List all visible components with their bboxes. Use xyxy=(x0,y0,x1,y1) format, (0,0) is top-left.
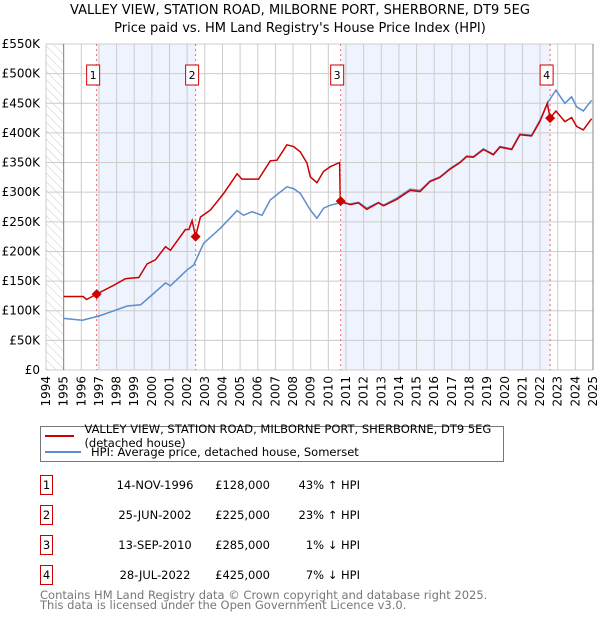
transaction-hpi-diff: 7% ↓ HPI xyxy=(305,568,360,582)
y-tick-label: £500K xyxy=(2,67,42,81)
ownership-shade-1 xyxy=(97,44,196,370)
transaction-price: £425,000 xyxy=(215,568,270,582)
legend: VALLEY VIEW, STATION ROAD, MILBORNE PORT… xyxy=(40,422,504,462)
x-tick-label: 2023 xyxy=(551,376,565,407)
transaction-row: 4 28-JUL-2022 £425,000 7% ↓ HPI xyxy=(40,565,440,585)
x-tick-label: 1998 xyxy=(110,376,124,407)
x-tick-label: 2011 xyxy=(339,376,353,407)
x-tick-label: 2020 xyxy=(498,376,512,407)
legend-label-property: VALLEY VIEW, STATION ROAD, MILBORNE PORT… xyxy=(84,422,492,450)
transaction-date: 25-JUN-2002 xyxy=(118,508,192,522)
transaction-date: 28-JUL-2022 xyxy=(119,568,191,582)
transaction-number: 1 xyxy=(40,475,53,495)
sale-label: 3 xyxy=(334,69,341,82)
transaction-row: 3 13-SEP-2010 £285,000 1% ↓ HPI xyxy=(40,535,440,555)
footer: Contains HM Land Registry data © Crown c… xyxy=(40,588,488,612)
transaction-row: 1 14-NOV-1996 £128,000 43% ↑ HPI xyxy=(40,475,440,495)
x-tick-label: 2000 xyxy=(145,376,159,407)
sale-label-box xyxy=(539,64,554,86)
y-tick-label: £100K xyxy=(2,304,42,318)
x-tick-label: 2004 xyxy=(215,376,229,407)
sale-label-box xyxy=(330,64,345,86)
footer-licence: This data is licensed under the Open Gov… xyxy=(40,598,407,612)
x-tick-label: 1997 xyxy=(92,376,106,407)
y-tick-label: £50K xyxy=(9,333,41,347)
x-tick-label: 2007 xyxy=(268,376,282,407)
y-tick-label: £250K xyxy=(2,215,42,229)
series-line-property xyxy=(63,100,593,301)
transaction-number: 4 xyxy=(40,565,53,585)
transaction-hpi-diff: 1% ↓ HPI xyxy=(305,538,360,552)
legend-swatch-hpi xyxy=(45,451,81,453)
sale-point xyxy=(91,289,102,300)
sale-label: 1 xyxy=(90,69,97,82)
x-tick-label: 2009 xyxy=(304,376,318,407)
x-tick-label: 2017 xyxy=(445,376,459,407)
legend-swatch-property xyxy=(45,435,75,437)
x-tick-label: 2005 xyxy=(233,376,247,407)
legend-label-hpi: HPI: Average price, detached house, Some… xyxy=(91,445,359,459)
transaction-row: 2 25-JUN-2002 £225,000 23% ↑ HPI xyxy=(40,505,440,525)
y-tick-label: £400K xyxy=(2,126,42,140)
transaction-price: £225,000 xyxy=(215,508,270,522)
transaction-price: £285,000 xyxy=(215,538,270,552)
x-tick-label: 2022 xyxy=(533,376,547,407)
x-tick-label: 2001 xyxy=(163,376,177,407)
legend-item-hpi: HPI: Average price, detached house, Some… xyxy=(45,444,359,460)
y-tick-label: £150K xyxy=(2,274,42,288)
x-tick-label: 2025 xyxy=(586,376,600,407)
ownership-shade-2 xyxy=(341,44,551,370)
transaction-hpi-diff: 23% ↑ HPI xyxy=(298,508,360,522)
x-tick-label: 2006 xyxy=(251,376,265,407)
transaction-date: 13-SEP-2010 xyxy=(118,538,192,552)
x-tick-label: 2014 xyxy=(392,376,406,407)
x-tick-label: 2008 xyxy=(286,376,300,407)
x-tick-label: 2002 xyxy=(180,376,194,407)
x-tick-label: 2012 xyxy=(357,376,371,407)
x-tick-label: 1999 xyxy=(127,376,141,407)
sale-label: 4 xyxy=(543,69,550,82)
sale-label-box xyxy=(86,64,101,86)
x-tick-label: 2013 xyxy=(374,376,388,407)
pre-data-hatch xyxy=(46,44,64,370)
x-tick-label: 2018 xyxy=(462,376,476,407)
footer-copyright: Contains HM Land Registry data © Crown c… xyxy=(40,588,488,602)
transaction-hpi-diff: 43% ↑ HPI xyxy=(298,478,360,492)
x-tick-label: 2019 xyxy=(480,376,494,407)
transaction-number: 2 xyxy=(40,505,53,525)
x-tick-label: 2015 xyxy=(410,376,424,407)
sale-point xyxy=(545,113,556,124)
x-tick-label: 2016 xyxy=(427,376,441,407)
y-tick-label: £350K xyxy=(2,156,42,170)
sale-point xyxy=(335,196,346,207)
y-tick-label: £450K xyxy=(2,96,42,110)
sale-point xyxy=(190,231,201,242)
x-tick-label: 2024 xyxy=(568,376,582,407)
x-tick-label: 2010 xyxy=(321,376,335,407)
transaction-number: 3 xyxy=(40,535,53,555)
x-tick-label: 2003 xyxy=(198,376,212,407)
y-tick-label: £200K xyxy=(2,244,42,258)
y-tick-label: £550K xyxy=(2,37,42,51)
x-tick-label: 2021 xyxy=(515,376,529,407)
chart-subtitle: Price paid vs. HM Land Registry's House … xyxy=(114,21,486,36)
sale-label: 2 xyxy=(189,69,196,82)
transaction-date: 14-NOV-1996 xyxy=(116,478,194,492)
price-chart: 1 2 3 4 1994 1995 1996 1997 1998 1999 2000 2001 2002… xyxy=(2,37,600,407)
legend-item-property: VALLEY VIEW, STATION ROAD, MILBORNE PORT… xyxy=(45,422,503,450)
chart-title: VALLEY VIEW, STATION ROAD, MILBORNE PORT… xyxy=(70,3,530,18)
x-tick-label: 1994 xyxy=(39,376,53,407)
x-tick-label: 1995 xyxy=(57,376,71,407)
transaction-price: £128,000 xyxy=(215,478,270,492)
x-tick-label: 1996 xyxy=(74,376,88,407)
y-tick-label: £300K xyxy=(2,185,42,199)
sale-label-box xyxy=(185,64,200,86)
y-tick-label: £0 xyxy=(25,363,40,377)
